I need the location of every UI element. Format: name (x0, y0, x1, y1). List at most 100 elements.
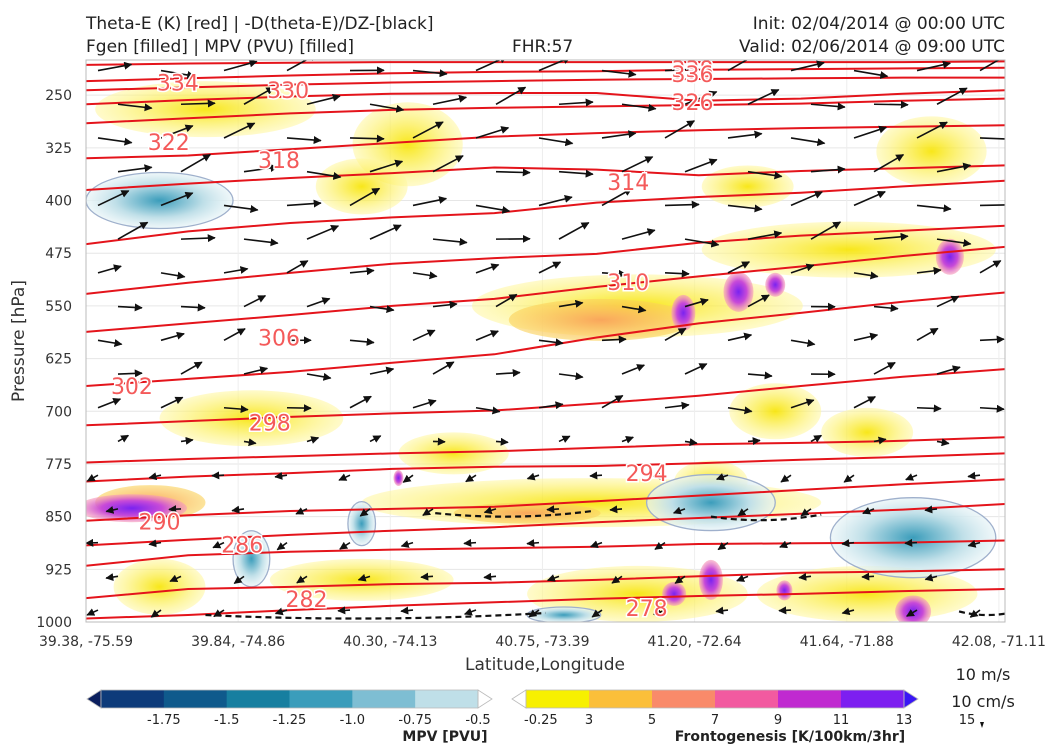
y-axis-ticks: 250 325 400 475 550 625 700 775 850 925 1000 (36, 88, 72, 631)
colorbar-extend-high (903, 689, 919, 709)
wind-vector (601, 188, 633, 207)
wind-vector (306, 372, 332, 381)
colorbar-swatch (163, 690, 228, 708)
wind-vector (780, 474, 792, 483)
wind-vector (337, 606, 351, 615)
theta-e-label: 326 (672, 91, 714, 116)
wind-vector (296, 575, 308, 584)
theta-e-contour (86, 179, 1005, 246)
wind-vector (979, 404, 1005, 413)
wind-vector (412, 329, 436, 342)
wind-vector (873, 232, 909, 241)
x-tick-label: 39.38, -75.59 (39, 634, 133, 650)
y-tick-label: 550 (45, 299, 72, 315)
colorbar-tick: 11 (833, 713, 850, 728)
wind-vector (684, 438, 698, 447)
wind-vector (862, 506, 875, 515)
wind-vector (924, 573, 938, 582)
colorbar-tick: -1.25 (273, 713, 307, 728)
wind-vector (97, 397, 122, 409)
wind-vector (684, 363, 708, 375)
wind-vector (727, 406, 753, 415)
wind-vector (359, 508, 371, 517)
wind-vector (306, 436, 320, 444)
colorbar-tick: -1.0 (340, 713, 365, 728)
wind-vector (747, 437, 761, 446)
wind-vector (790, 137, 826, 147)
theta-e-label: 282 (286, 588, 328, 613)
wind-vector (936, 238, 972, 247)
wind-vector (117, 103, 153, 112)
wind-vector (475, 60, 508, 72)
y-tick-label: 775 (45, 457, 72, 473)
valid-time: Valid: 02/06/2014 @ 09:00 UTC (739, 37, 1005, 57)
wind-vector (369, 224, 402, 240)
mpv-fill (347, 501, 377, 547)
wind-vector (841, 607, 855, 616)
colorbar-tick: -0.5 (465, 713, 490, 728)
theta-e-contour (86, 588, 1005, 620)
init-time: Init: 02/04/2014 @ 00:00 UTC (752, 14, 1005, 34)
wind-vector (916, 60, 951, 72)
wind-vector (148, 539, 162, 548)
theta-e-label: 318 (258, 149, 300, 174)
wind-vector (463, 607, 477, 616)
wind-vector (736, 574, 749, 582)
wind-vector (432, 155, 464, 173)
wind-vector (979, 137, 1005, 140)
x-tick-label: 42.08, -71.11 (952, 634, 1046, 650)
wind-vector (422, 508, 434, 517)
wind-vector (97, 137, 133, 146)
wind-vector (538, 60, 572, 72)
wind-vector (286, 260, 309, 274)
wind-vector (349, 337, 375, 346)
colorbar-swatch (841, 690, 905, 708)
mpv-colorbar-title: MPV [PVU] (402, 729, 487, 745)
colorbar-tick: 9 (774, 713, 782, 728)
wind-vector (349, 395, 372, 409)
wind-vector (306, 297, 331, 308)
wind-vector (800, 508, 812, 517)
forecast-hour: FHR:57 (512, 37, 574, 57)
wind-vector (727, 332, 753, 342)
colorbar-swatch (226, 690, 290, 708)
wind-vector (243, 164, 279, 173)
theta-e-contour (86, 124, 1005, 160)
wind-vector (747, 88, 780, 105)
wind-vector (747, 294, 770, 308)
wind-vector (223, 405, 249, 414)
colorbar-tick: -0.75 (398, 713, 432, 728)
wind-vector (475, 330, 499, 342)
wind-vector (904, 538, 918, 547)
y-tick-label: 1000 (36, 615, 72, 631)
wind-vector (233, 575, 245, 585)
wind-vector (621, 156, 654, 173)
wind-vector (243, 238, 279, 247)
wind-vector (223, 60, 258, 72)
theta-e-contour (86, 97, 1005, 125)
colorbar-swatch (652, 690, 716, 708)
wind-vector (211, 471, 225, 480)
wind-vector (967, 471, 981, 480)
wind-vector (873, 361, 896, 375)
theta-e-contour (86, 245, 1005, 333)
wind-vector (621, 228, 656, 240)
mpv-colorbar: -1.75 -1.5 -1.25 -1.0 -0.75 -0.5 -0.25 (86, 689, 558, 728)
wind-vector (483, 506, 497, 515)
wind-vector (357, 573, 371, 582)
x-axis-ticks: 39.38, -75.59 39.84, -74.86 40.30, -74.13 4… (39, 634, 1046, 650)
wind-vector (180, 361, 203, 375)
wind-vector (274, 471, 288, 480)
y-tick-label: 625 (45, 352, 72, 368)
wind-vector (369, 103, 405, 113)
wind-vector (727, 204, 763, 213)
theta-e-contour (86, 436, 1005, 464)
frontogenesis-fill (701, 165, 794, 208)
wind-vector (117, 164, 153, 173)
wind-vector (558, 98, 594, 107)
wind-vector (727, 261, 751, 274)
theta-e-label: 302 (111, 375, 153, 400)
x-tick-label: 40.75, -73.39 (495, 634, 589, 650)
wind-vector (495, 168, 531, 177)
